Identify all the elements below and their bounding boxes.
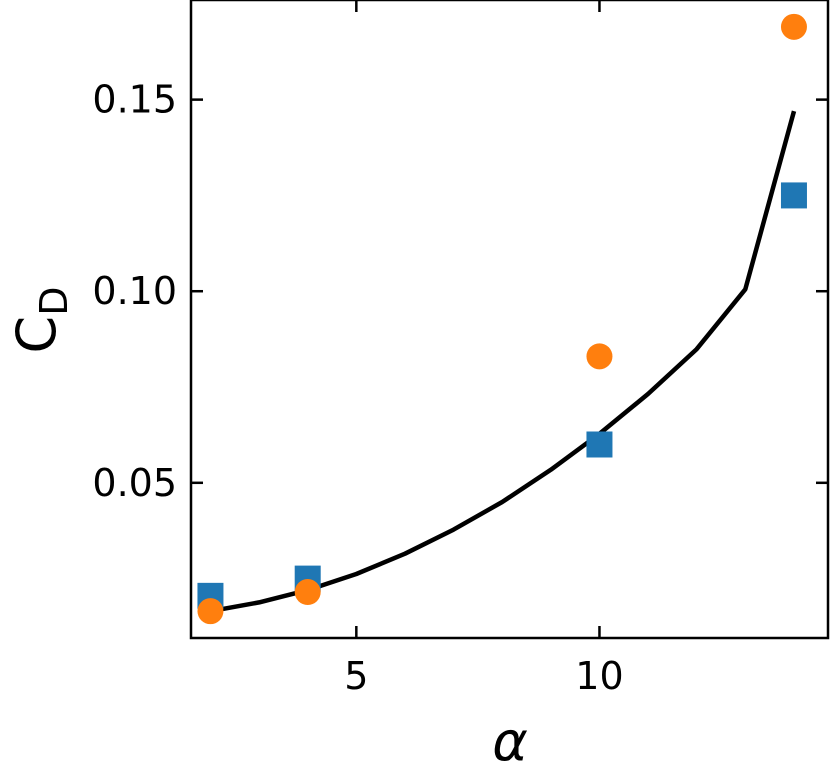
- plot-frame: [189, 0, 830, 640]
- x-axis-title: α: [492, 710, 528, 773]
- y-axis-title-main: C: [5, 316, 68, 354]
- tick-labels: 5 10 0.05 0.10 0.15: [92, 78, 623, 698]
- fit-curve-line: [210, 110, 797, 614]
- y-tick-label: 0.15: [92, 78, 177, 122]
- circle-point: [294, 579, 321, 606]
- y-axis-title-subscript: D: [32, 287, 76, 316]
- square-point: [586, 431, 613, 458]
- x-tick-label: 10: [575, 654, 623, 698]
- marks: [197, 13, 807, 625]
- circle-point: [197, 598, 224, 625]
- square-point: [780, 182, 807, 209]
- y-tick-label: 0.10: [92, 269, 177, 313]
- x-tick-label: 5: [344, 654, 368, 698]
- circle-point: [780, 13, 807, 40]
- y-tick-label: 0.05: [92, 461, 177, 505]
- ticks: [191, 0, 828, 638]
- circle-point: [586, 343, 613, 370]
- y-axis-title: CD: [5, 287, 76, 354]
